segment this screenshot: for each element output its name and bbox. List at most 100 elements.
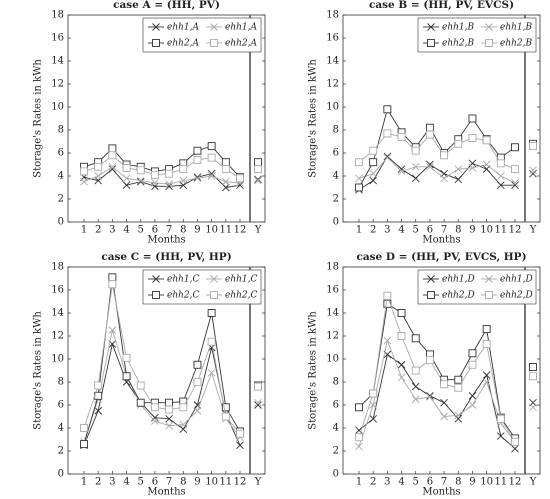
x-marker [136,177,145,186]
x-stroke [427,23,435,31]
x-tick-label: 1 [81,477,87,488]
x-stroke [496,432,505,440]
x-axis-label: Months [147,487,185,496]
y-tick-label: 2 [58,446,64,457]
x-stroke [108,165,117,173]
x-stroke [254,401,262,409]
x-tick-label: 6 [152,225,158,236]
x-stroke [355,442,363,451]
x-marker [529,166,537,175]
series-line [83,284,241,435]
y-tick-label: 16 [51,33,64,44]
x-marker [383,153,392,162]
x-tick-label: 10 [205,477,218,488]
x-marker [108,326,117,335]
x-axis-label: Months [422,487,460,496]
square-marker [411,146,420,155]
legend-box [417,269,537,305]
x-tick-label: 2 [370,477,376,488]
square-marker [529,363,537,371]
panel-title: case A = (HH, PV) [113,0,220,11]
square-marker [94,162,103,171]
x-stroke [207,368,216,377]
x-stroke [496,172,505,180]
x-marker [179,420,188,429]
annual-label: Y [254,225,262,236]
x-tick-label: 3 [384,477,390,488]
y-tick-label: 12 [326,331,339,342]
x-tick-label: 2 [370,225,376,236]
legend-label: ehh1,C [225,275,258,285]
x-tick-label: 1 [356,225,362,236]
x-marker [383,152,392,161]
series-line [83,154,241,179]
x-stroke [151,417,159,425]
square-marker [236,429,244,438]
x-marker [221,183,230,192]
square-marker [383,105,392,114]
x-marker [496,181,505,190]
square-marker [207,337,216,346]
x-marker [210,23,218,31]
square-marker [193,360,202,369]
square-marker [136,398,145,407]
x-marker [165,421,173,430]
square-marker [511,143,519,152]
x-marker [397,373,406,382]
y-tick-label: 10 [51,102,64,113]
x-marker [529,403,537,412]
legend-label: ehh1,A [167,23,200,33]
square-marker [122,353,131,362]
y-tick-label: 14 [51,56,64,67]
x-tick-label: 8 [455,225,461,236]
x-marker [511,181,519,190]
square-marker [397,332,406,340]
x-tick-label: 9 [469,225,475,236]
square-marker [122,163,131,172]
square-marker [454,375,463,384]
x-marker [440,398,448,407]
square-marker [80,440,88,449]
x-tick-label: 6 [152,477,158,488]
x-stroke [511,179,519,187]
x-stroke [151,179,159,187]
legend-label: ehh1,D [500,275,533,285]
x-stroke [193,173,202,181]
square-marker [482,340,491,348]
x-stroke [165,414,173,423]
x-marker [454,411,463,420]
square-marker [179,403,188,412]
x-marker [482,378,491,386]
x-stroke [485,23,493,31]
square-marker [397,309,406,317]
x-axis-label: Months [147,235,185,246]
x-tick-label: 8 [180,225,186,236]
square-marker [454,139,463,148]
y-tick-label: 12 [51,79,64,90]
x-tick-label: 3 [109,477,115,488]
x-stroke [511,181,519,190]
square-marker [425,356,434,365]
x-stroke [221,183,230,192]
legend-box [142,269,262,305]
x-stroke [383,350,392,359]
x-marker [468,391,477,400]
x-stroke [254,176,262,185]
square-marker [496,159,505,168]
x-stroke [122,174,131,183]
x-marker [80,177,88,186]
square-marker [440,151,449,160]
x-tick-label: 2 [95,225,101,236]
square-marker [210,291,218,299]
square-marker [468,360,477,369]
square-marker [108,280,117,289]
y-tick-label: 16 [326,33,339,44]
y-tick-label: 4 [333,423,339,434]
x-stroke [108,340,117,348]
x-stroke [254,398,262,407]
square-marker [207,153,216,162]
x-marker [179,176,188,185]
x-marker [485,275,493,283]
x-stroke [454,165,463,173]
square-marker [355,158,363,167]
